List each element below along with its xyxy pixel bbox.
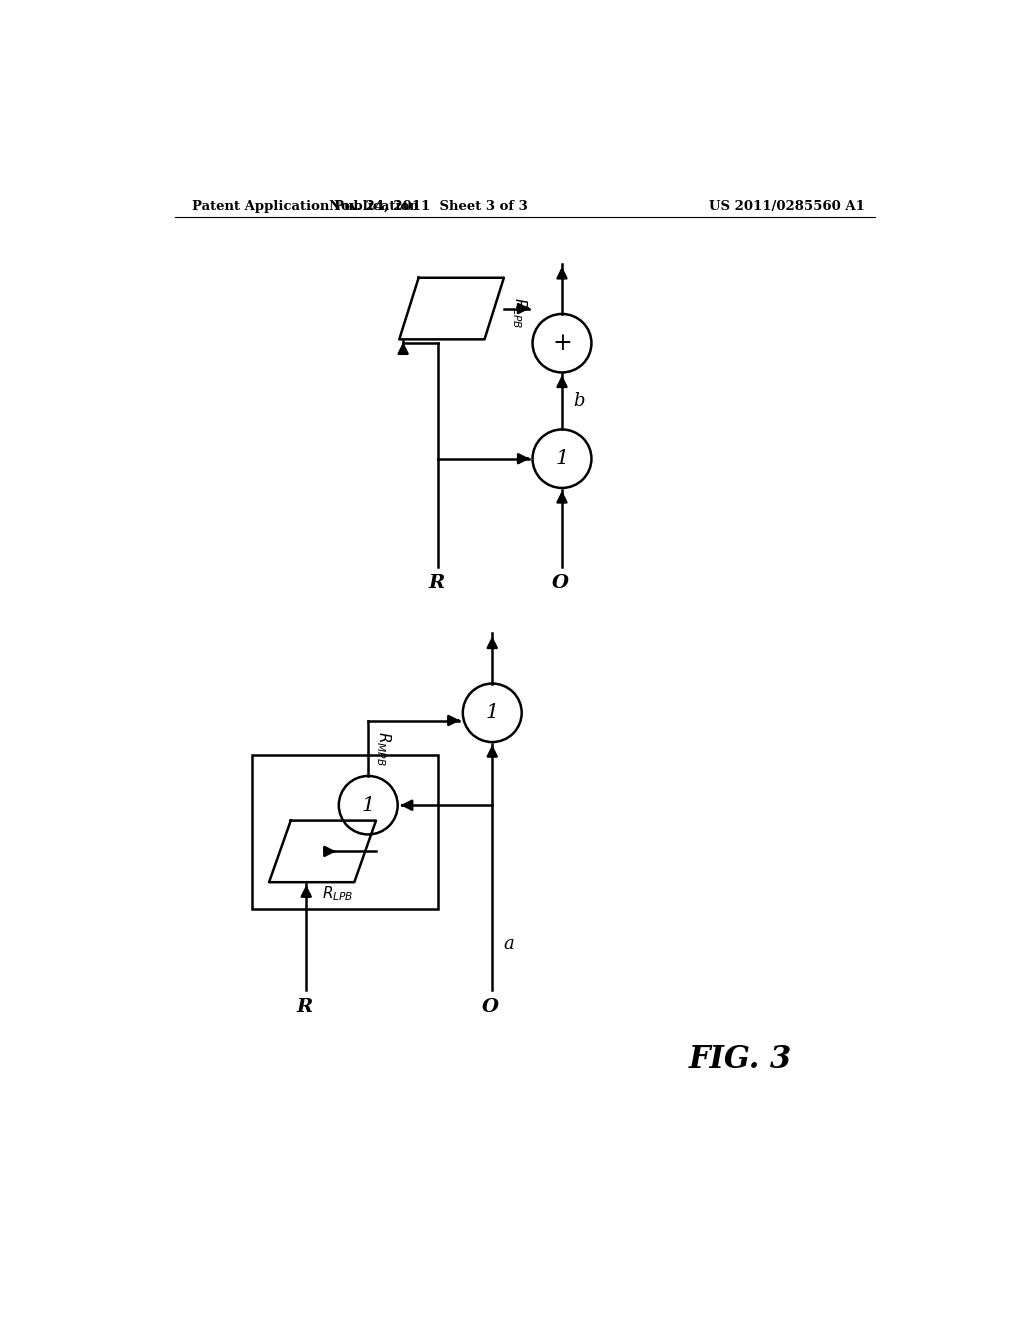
Text: $R_{MPB}$: $R_{MPB}$ [375, 731, 393, 766]
Text: Patent Application Publication: Patent Application Publication [191, 199, 418, 213]
Text: FIG. 3: FIG. 3 [688, 1044, 792, 1074]
Text: US 2011/0285560 A1: US 2011/0285560 A1 [710, 199, 865, 213]
Text: a: a [504, 935, 515, 953]
Text: Nov. 24, 2011  Sheet 3 of 3: Nov. 24, 2011 Sheet 3 of 3 [330, 199, 528, 213]
Text: b: b [573, 392, 585, 411]
Text: R: R [297, 998, 312, 1016]
Bar [252, 755, 438, 909]
Text: O: O [552, 574, 569, 593]
Text: 1: 1 [555, 449, 568, 469]
Text: O: O [482, 998, 500, 1016]
Text: 1: 1 [361, 796, 375, 814]
Text: R: R [428, 574, 444, 593]
Text: $R_{LPB}$: $R_{LPB}$ [510, 297, 528, 329]
Text: $R_{LPB}$: $R_{LPB}$ [322, 884, 353, 903]
Text: 1: 1 [485, 704, 499, 722]
Text: +: + [552, 331, 571, 355]
